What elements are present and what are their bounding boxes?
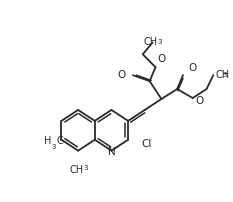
Text: CH: CH <box>215 70 230 80</box>
Text: H: H <box>44 135 51 145</box>
Text: CH: CH <box>144 37 158 47</box>
Text: O: O <box>189 63 197 73</box>
Text: 3: 3 <box>158 39 162 45</box>
Text: C: C <box>57 135 63 145</box>
Text: N: N <box>108 146 115 156</box>
Text: O: O <box>196 96 204 105</box>
Text: CH: CH <box>69 164 83 174</box>
Text: 3: 3 <box>222 72 227 78</box>
Text: Cl: Cl <box>142 138 152 148</box>
Text: O: O <box>117 70 125 80</box>
Text: 3: 3 <box>83 164 88 170</box>
Text: O: O <box>158 54 166 64</box>
Text: 3: 3 <box>52 143 56 149</box>
